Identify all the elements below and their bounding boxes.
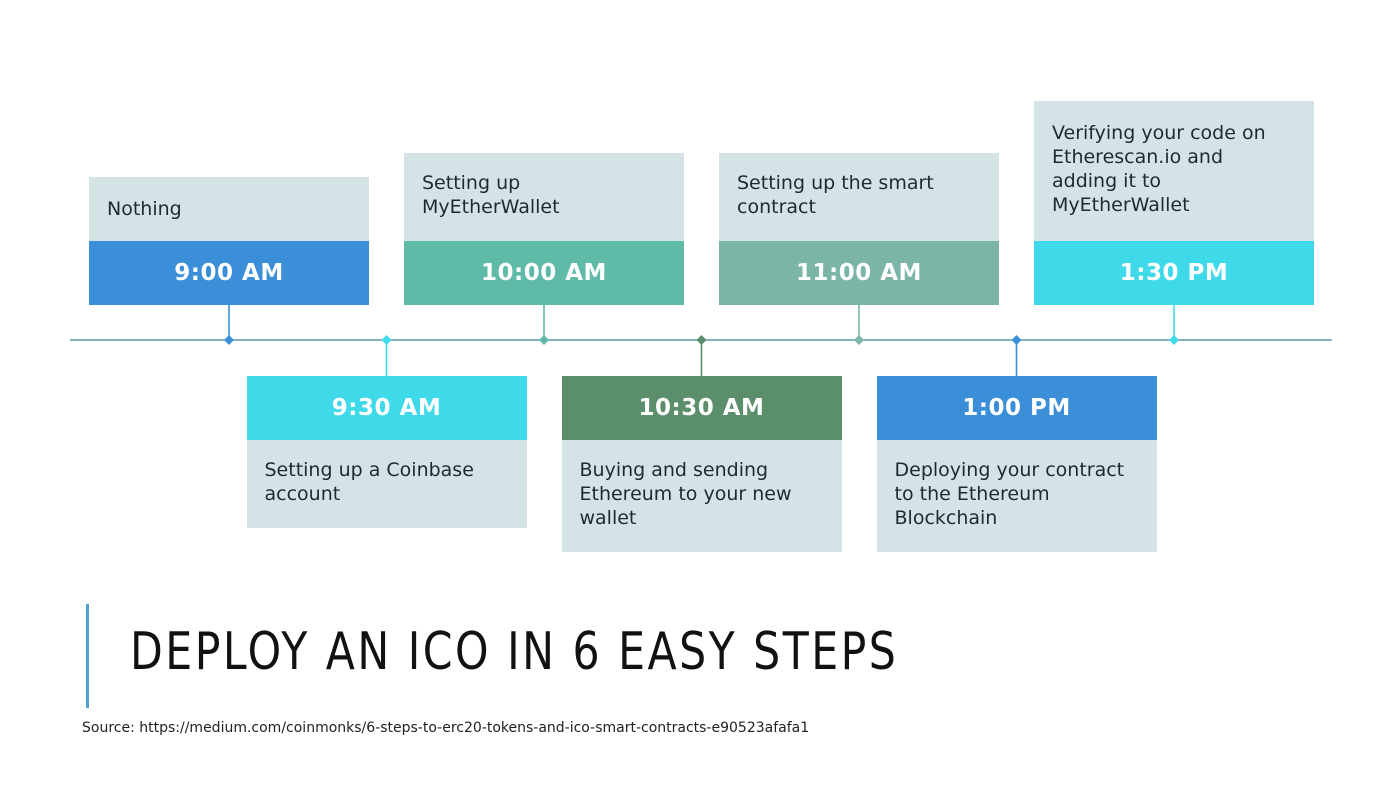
step-description-line: Verifying your code on [1052, 122, 1266, 144]
step-description: Setting up the smart contract [719, 153, 999, 241]
timeline-step-6: 1:00 PM Deploying your contract to the Eth… [876, 376, 1157, 552]
step-time-label: 11:00 AM [719, 241, 999, 305]
timeline-step-3: Setting up MyEtherWallet 10:00 AM [404, 153, 684, 305]
step-description-line: contract [737, 196, 816, 218]
step-time-label: 10:30 AM [561, 376, 842, 440]
timeline-marker [1169, 335, 1179, 345]
step-description-line: Buying and sending [579, 459, 769, 481]
step-description-line: Blockchain [894, 507, 998, 529]
step-description-line: Setting up [422, 172, 521, 194]
step-description-line: adding it to [1052, 170, 1162, 192]
step-time-label: 9:00 AM [89, 241, 369, 305]
step-description-line: to the Ethereum [894, 483, 1050, 505]
timeline-marker [854, 335, 864, 345]
timeline-step-7: Verifying your code on Etherescan.io and a… [1034, 101, 1314, 305]
step-time-label: 10:00 AM [404, 241, 684, 305]
step-description: Verifying your code on Etherescan.io and a… [1034, 101, 1314, 241]
step-description-line: MyEtherWallet [422, 196, 560, 218]
timeline-step-4: 10:30 AM Buying and sending Ethereum to yo… [561, 376, 842, 552]
timeline-step-1: Nothing 9:00 AM [89, 177, 369, 305]
step-description-line: Deploying your contract [894, 459, 1125, 481]
step-description-line: Setting up the smart [737, 172, 934, 194]
timeline-marker [539, 335, 549, 345]
step-description-line: Ethereum to your new [579, 483, 792, 505]
timeline-marker [1011, 335, 1022, 345]
step-description-line: Setting up a Coinbase [264, 459, 474, 481]
title-accent-bar [86, 604, 89, 708]
step-time-label: 9:30 AM [246, 376, 527, 440]
step-description: Buying and sending Ethereum to your new wa… [561, 440, 842, 552]
step-time-label: 1:00 PM [876, 376, 1157, 440]
timeline-marker [224, 335, 234, 345]
step-description-line: wallet [579, 507, 637, 529]
step-description: Setting up a Coinbase account [246, 440, 527, 528]
step-description: Setting up MyEtherWallet [404, 153, 684, 241]
page-title: DEPLOY AN ICO IN 6 EASY STEPS [130, 622, 899, 682]
step-time-label: 1:30 PM [1034, 241, 1314, 305]
timeline-step-5: Setting up the smart contract 11:00 AM [719, 153, 999, 305]
step-description-line: Etherescan.io and [1052, 146, 1224, 168]
step-description-line: MyEtherWallet [1052, 194, 1190, 216]
step-description-line: account [264, 483, 341, 505]
timeline-marker [696, 335, 707, 345]
source-citation: Source: https://medium.com/coinmonks/6-s… [82, 720, 810, 736]
timeline-step-2: 9:30 AM Setting up a Coinbase account [246, 376, 527, 528]
step-description: Nothing [89, 177, 369, 241]
timeline-marker [381, 335, 392, 345]
step-description: Deploying your contract to the Ethereum Bl… [876, 440, 1157, 552]
step-description-line: Nothing [107, 198, 182, 220]
